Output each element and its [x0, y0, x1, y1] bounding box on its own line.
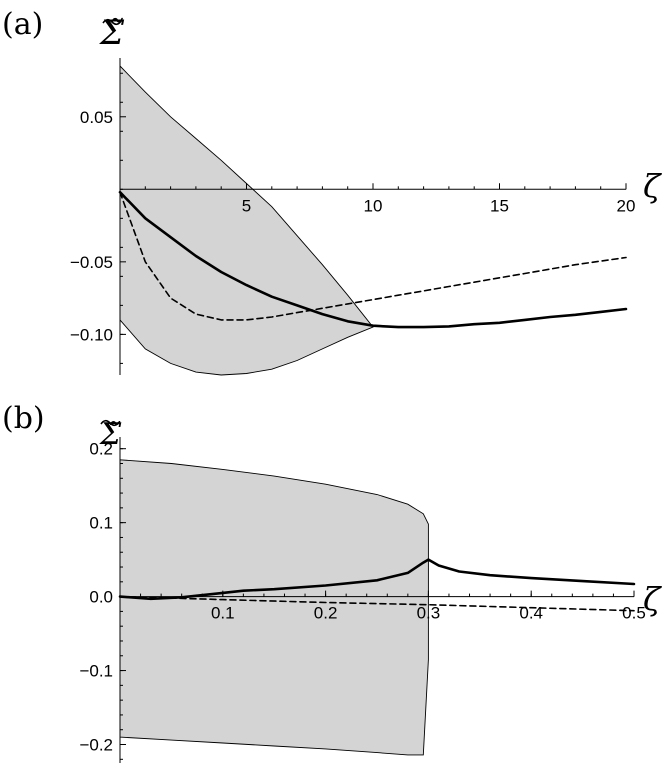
y-tick-label: 0.2: [89, 440, 113, 459]
x-tick-label: 10: [364, 196, 383, 215]
y-tick-label: 0.05: [80, 108, 113, 127]
x-tick-label: 0.1: [211, 604, 235, 623]
solid-series-line: [118, 558, 636, 601]
y-tick-label: −0.1: [79, 662, 113, 681]
x-tick-label: 0.3: [417, 604, 441, 623]
x-tick-label: 0.5: [622, 604, 646, 623]
panel-a-axes: 5 10 15 20 0.05 −0.05 −0.10: [70, 58, 635, 375]
panel-b-ylabel: Σ̃: [99, 417, 122, 452]
panel-a-series-layer: [118, 190, 628, 329]
x-tick-label: 15: [490, 196, 509, 215]
x-tick-label: 20: [617, 196, 636, 215]
y-tick-label: 0.0: [89, 588, 113, 607]
shaded-region: [119, 64, 374, 376]
panel-b-label: (b): [2, 401, 45, 436]
x-tick-label: 5: [242, 196, 251, 215]
panel-b: (b) 0.1 0.2 0.3 0.4 0.50.20.10.0−0.1−0.2 Σ̃ …: [2, 401, 662, 763]
dashed-series-line: [119, 595, 635, 612]
y-tick-label: −0.2: [79, 736, 113, 755]
panel-a-label: (a): [2, 7, 43, 42]
x-tick-label: 0.2: [314, 604, 338, 623]
solid-series-line: [118, 190, 628, 329]
panel-b-band-layer: [119, 459, 429, 756]
y-tick-label: −0.10: [70, 325, 113, 344]
panel-a-xlabel: ζ: [643, 167, 662, 205]
panel-a-band-layer: [119, 64, 374, 376]
shaded-region: [119, 459, 429, 756]
panel-b-axes: 0.1 0.2 0.3 0.4 0.5 0.2 0.1 0.0 −0.1 −0.2: [79, 437, 646, 763]
panel-a: (a) 5 10 15 20 0.05 −0.05 −0.10 Σ̃ ζ: [2, 7, 662, 376]
tilde-accent: [100, 419, 120, 427]
tilde-accent: [102, 18, 122, 26]
panel-b-xlabel: ζ: [643, 580, 662, 618]
panel-b-series-layer: [118, 558, 636, 612]
panel-a-ylabel: Σ̃: [98, 13, 125, 53]
y-tick-label: −0.05: [70, 253, 113, 272]
y-tick-label: 0.1: [89, 514, 113, 533]
x-tick-label: 0.4: [519, 604, 543, 623]
